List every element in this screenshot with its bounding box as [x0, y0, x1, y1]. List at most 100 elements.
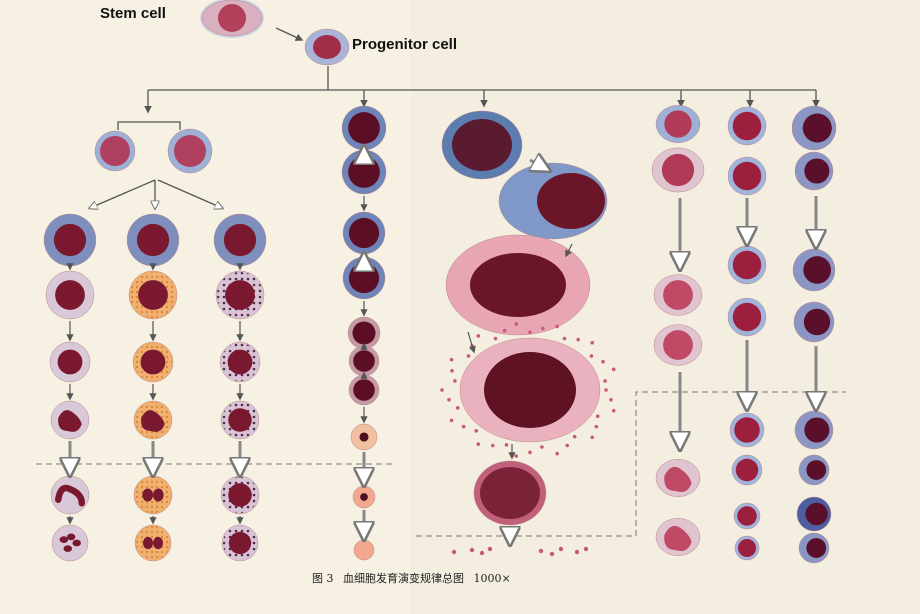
neutrophil-stage-6: [51, 524, 89, 562]
scatter-platelet-21: [440, 388, 444, 392]
erythroid-stage-6: [348, 345, 380, 377]
figure-number: 图 3: [312, 572, 334, 585]
monocyte-stage-6: [655, 518, 701, 556]
scatter-platelet-28: [493, 336, 498, 341]
progenitor-cell: [304, 28, 350, 66]
platelet-9: [451, 549, 457, 555]
figure-title: 血细胞发育演变规律总图: [343, 572, 464, 585]
scatter-platelet-1: [604, 388, 608, 392]
scatter-platelet-11: [528, 450, 532, 455]
scatter-platelet-36: [590, 340, 595, 345]
neutrophil-stage-3: [49, 341, 91, 383]
scatter-platelet-3: [611, 408, 616, 413]
lymphocyte-stage-4: [727, 297, 767, 337]
stem-to-progenitor-arrow: [275, 27, 304, 41]
scatter-platelet-16: [474, 429, 479, 433]
erythroid-stage-2: [341, 149, 387, 195]
scatter-platelet-32: [541, 326, 545, 331]
platelet-1: [469, 547, 475, 553]
erythroid-stage-10: [353, 539, 375, 561]
scatter-platelet-35: [576, 337, 580, 342]
scatter-platelet-25: [466, 354, 471, 358]
scatter-platelet-37: [589, 354, 594, 358]
cell-layer: [43, 0, 837, 564]
eosinophil-stage-5: [133, 475, 173, 515]
erythroid-stage-1: [341, 105, 387, 151]
erythroid-stage-7: [348, 374, 380, 406]
stem-cell: [200, 0, 264, 38]
fan-arrow-neutrophil: [90, 179, 156, 208]
stem-cell-label: Stem cell: [100, 5, 166, 22]
monocyte-stage-5: [655, 459, 701, 497]
lymphocyte-stage-5: [729, 412, 765, 448]
platelet-8: [583, 546, 589, 552]
scatter-platelet-29: [502, 328, 507, 333]
plasma-stage-3: [792, 248, 836, 292]
scatter-platelet-34: [562, 336, 567, 341]
maturation-dashed-lines: [36, 391, 846, 537]
basophil-stage-5: [220, 475, 260, 515]
eosinophil-stage-3: [132, 341, 174, 383]
platelet-5: [549, 551, 555, 557]
plasma-stage-8: [798, 532, 830, 564]
basophil-stage-3: [219, 341, 261, 383]
platelet-producing-megakaryocyte: [459, 337, 601, 443]
lymphocyte-stage-6: [731, 454, 763, 486]
basophil-stage-2: [215, 270, 265, 320]
scatter-platelet-22: [453, 379, 457, 383]
erythroid-stage-9: [352, 485, 376, 509]
platelet-6: [558, 546, 564, 552]
platelet-4: [538, 548, 544, 554]
scatter-platelet-31: [528, 330, 532, 335]
plasma-stage-4: [793, 301, 835, 343]
granular-megakaryocyte: [445, 234, 591, 336]
plasma-stage-7: [796, 496, 832, 532]
scatter-platelet-39: [611, 367, 616, 372]
fan-arrow-basophil: [157, 179, 222, 208]
scatter-platelet-8: [565, 443, 570, 448]
monocyte-stage-3: [653, 274, 703, 316]
naked-nucleus-megakaryocyte: [473, 460, 547, 526]
monocyte-stage-2: [651, 147, 705, 193]
myeloblast-left: [94, 130, 136, 172]
scatter-platelet-4: [595, 414, 600, 419]
erythroid-stage-8: [350, 423, 378, 451]
scatter-platelet-27: [476, 334, 481, 338]
myeloblast-bracket: [117, 121, 181, 130]
erythroid-stage-4: [342, 256, 386, 300]
neutrophil-stage-4: [50, 400, 90, 440]
basophil-stage-6: [221, 524, 259, 562]
scatter-platelet-2: [609, 397, 613, 402]
promegakaryocyte: [498, 162, 608, 240]
scatter-platelet-24: [449, 357, 454, 362]
myeloblast-right: [167, 128, 213, 174]
scatter-platelet-7: [572, 434, 577, 439]
monocyte-stage-4: [653, 324, 703, 366]
lineage-connectors: [90, 27, 820, 208]
eosinophil-stage-4: [133, 400, 173, 440]
erythroid-stage-5: [347, 316, 381, 350]
scatter-platelet-38: [601, 359, 605, 364]
scatter-platelet-40: [603, 379, 607, 383]
scatter-platelet-20: [447, 397, 451, 402]
scatter-platelet-5: [594, 424, 599, 429]
lymphocyte-stage-1: [727, 106, 767, 146]
basophil-stage-4: [220, 400, 260, 440]
scatter-platelet-18: [449, 418, 454, 423]
basophil-stage-1: [213, 213, 267, 267]
scatter-platelet-30: [514, 322, 519, 326]
neutrophil-stage-2: [45, 270, 95, 320]
scatter-platelet-23: [450, 368, 454, 373]
megakaryoblast: [441, 110, 523, 180]
neutrophil-stage-1: [43, 213, 97, 267]
mega-arrow-1: [530, 160, 548, 170]
erythroid-stage-3: [342, 211, 386, 255]
eosinophil-stage-1: [126, 213, 180, 267]
lymphocyte-stage-3: [727, 245, 767, 285]
scatter-platelet-14: [490, 443, 495, 448]
scatter-platelet-15: [476, 442, 481, 446]
scatter-platelet-12: [514, 454, 519, 458]
platelet-3: [487, 546, 493, 552]
neutrophil-stage-5: [50, 475, 90, 515]
scatter-platelet-33: [555, 324, 559, 329]
